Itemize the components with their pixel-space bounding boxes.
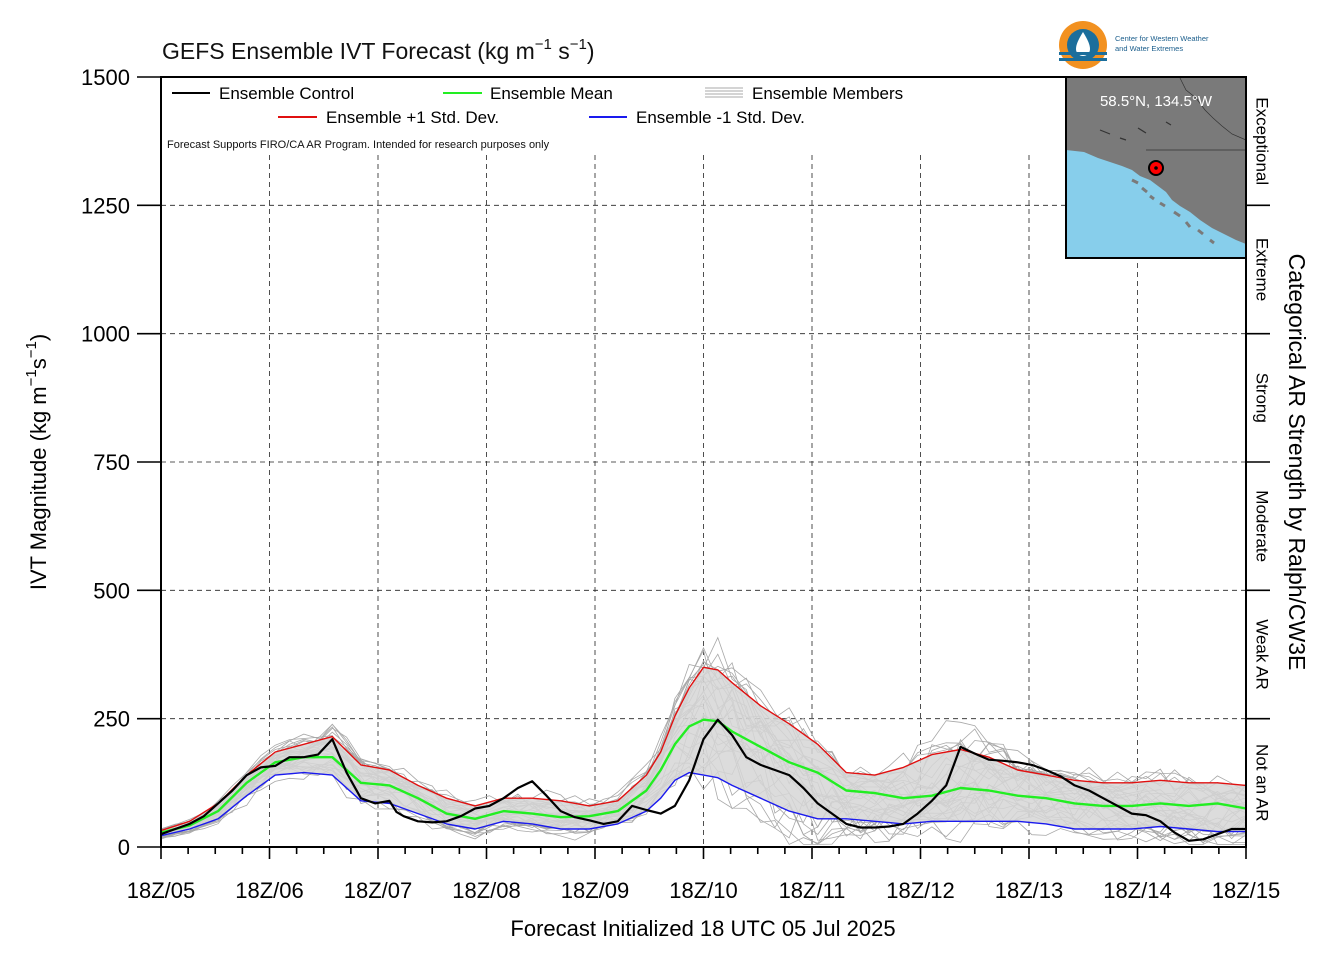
x-tick-label: 18Z/09 <box>561 878 630 903</box>
x-tick-label: 18Z/06 <box>235 878 304 903</box>
svg-text:Ensemble -1 Std. Dev.: Ensemble -1 Std. Dev. <box>636 108 805 127</box>
y-tick-label: 1250 <box>81 193 130 218</box>
category-label: Exceptional <box>1253 97 1272 185</box>
y-tick-label: 250 <box>93 707 130 732</box>
category-label: Strong <box>1253 373 1272 423</box>
svg-text:and Water Extremes: and Water Extremes <box>1115 44 1183 53</box>
category-label: Weak AR <box>1253 619 1272 690</box>
legend-item-control: Ensemble Control <box>172 84 354 103</box>
y-tick-label: 0 <box>118 835 130 860</box>
x-tick-label: 18Z/07 <box>344 878 413 903</box>
x-tick-label: 18Z/10 <box>669 878 738 903</box>
disclaimer: Forecast Supports FIRO/CA AR Program. In… <box>167 139 550 151</box>
legend-item-plus-std: Ensemble +1 Std. Dev. <box>278 108 499 127</box>
std-dev-spread <box>161 667 1246 836</box>
x-axis-label: Forecast Initialized 18 UTC 05 Jul 2025 <box>510 916 895 941</box>
minus-std-line <box>160 771 1246 837</box>
svg-text:Weak AR: Weak AR <box>1253 619 1272 690</box>
svg-text:Moderate: Moderate <box>1253 490 1272 562</box>
plus-std-line <box>160 666 1247 832</box>
ensemble-member-line <box>160 752 1247 836</box>
svg-text:Ensemble Control: Ensemble Control <box>219 84 354 103</box>
svg-text:Strong: Strong <box>1253 373 1272 423</box>
legend-item-minus-std: Ensemble -1 Std. Dev. <box>589 108 805 127</box>
control-line <box>160 718 1246 842</box>
axis-ticks: 18Z/05 18Z/06 18Z/07 18Z/08 18Z/09 18Z/10 18Z/… <box>81 65 1280 903</box>
category-labels: Not an AR Weak AR Moderate Strong Extreme Exc… <box>1253 97 1272 821</box>
x-tick-label: 18Z/08 <box>452 878 521 903</box>
category-label: Moderate <box>1253 490 1272 562</box>
inset-location-label: 58.5°N, 134.5°W <box>1100 93 1213 110</box>
svg-text:Center for Western Weather: Center for Western Weather <box>1115 34 1209 43</box>
svg-text:Ensemble Members: Ensemble Members <box>752 84 903 103</box>
x-tick-label: 18Z/13 <box>995 878 1064 903</box>
y-axis-label: IVT Magnitude (kg m−1s−1) <box>23 334 51 590</box>
svg-text:Ensemble Mean: Ensemble Mean <box>490 84 613 103</box>
legend: Ensemble Control Ensemble Mean Ensemble … <box>167 84 903 151</box>
svg-text:Extreme: Extreme <box>1253 238 1272 301</box>
category-label: Extreme <box>1253 238 1272 301</box>
x-tick-label: 18Z/14 <box>1103 878 1172 903</box>
svg-text:Exceptional: Exceptional <box>1253 97 1272 185</box>
y-tick-label: 1000 <box>81 322 130 347</box>
x-tick-label: 18Z/05 <box>127 878 196 903</box>
y-tick-label: 1500 <box>81 65 130 90</box>
legend-item-members: Ensemble Members <box>705 84 903 103</box>
svg-text:Categorical AR Strength by Ral: Categorical AR Strength by Ralph/CW3E <box>1284 254 1310 671</box>
mean-line <box>160 718 1247 834</box>
water-drop-icon <box>1076 32 1090 56</box>
inset-map: 58.5°N, 134.5°W <box>1065 76 1247 259</box>
chart-title: GEFS Ensemble IVT Forecast (kg m−1 s−1) <box>162 36 595 64</box>
category-label: Not an AR <box>1253 744 1272 822</box>
svg-text:Ensemble +1 Std. Dev.: Ensemble +1 Std. Dev. <box>326 108 499 127</box>
cw3e-logo: Center for Western Weather and Water Ext… <box>1059 21 1209 69</box>
right-axis-label: Categorical AR Strength by Ralph/CW3E <box>1284 254 1310 671</box>
svg-text:Not an AR: Not an AR <box>1253 744 1272 822</box>
legend-item-mean: Ensemble Mean <box>443 84 613 103</box>
svg-text:IVT Magnitude (kg m−1s−1): IVT Magnitude (kg m−1s−1) <box>23 334 51 590</box>
y-tick-label: 750 <box>93 450 130 475</box>
series-lines <box>160 666 1247 842</box>
x-tick-label: 18Z/11 <box>779 878 846 903</box>
x-tick-label: 18Z/12 <box>886 878 955 903</box>
y-tick-label: 500 <box>93 578 130 603</box>
x-tick-label: 18Z/15 <box>1212 878 1281 903</box>
